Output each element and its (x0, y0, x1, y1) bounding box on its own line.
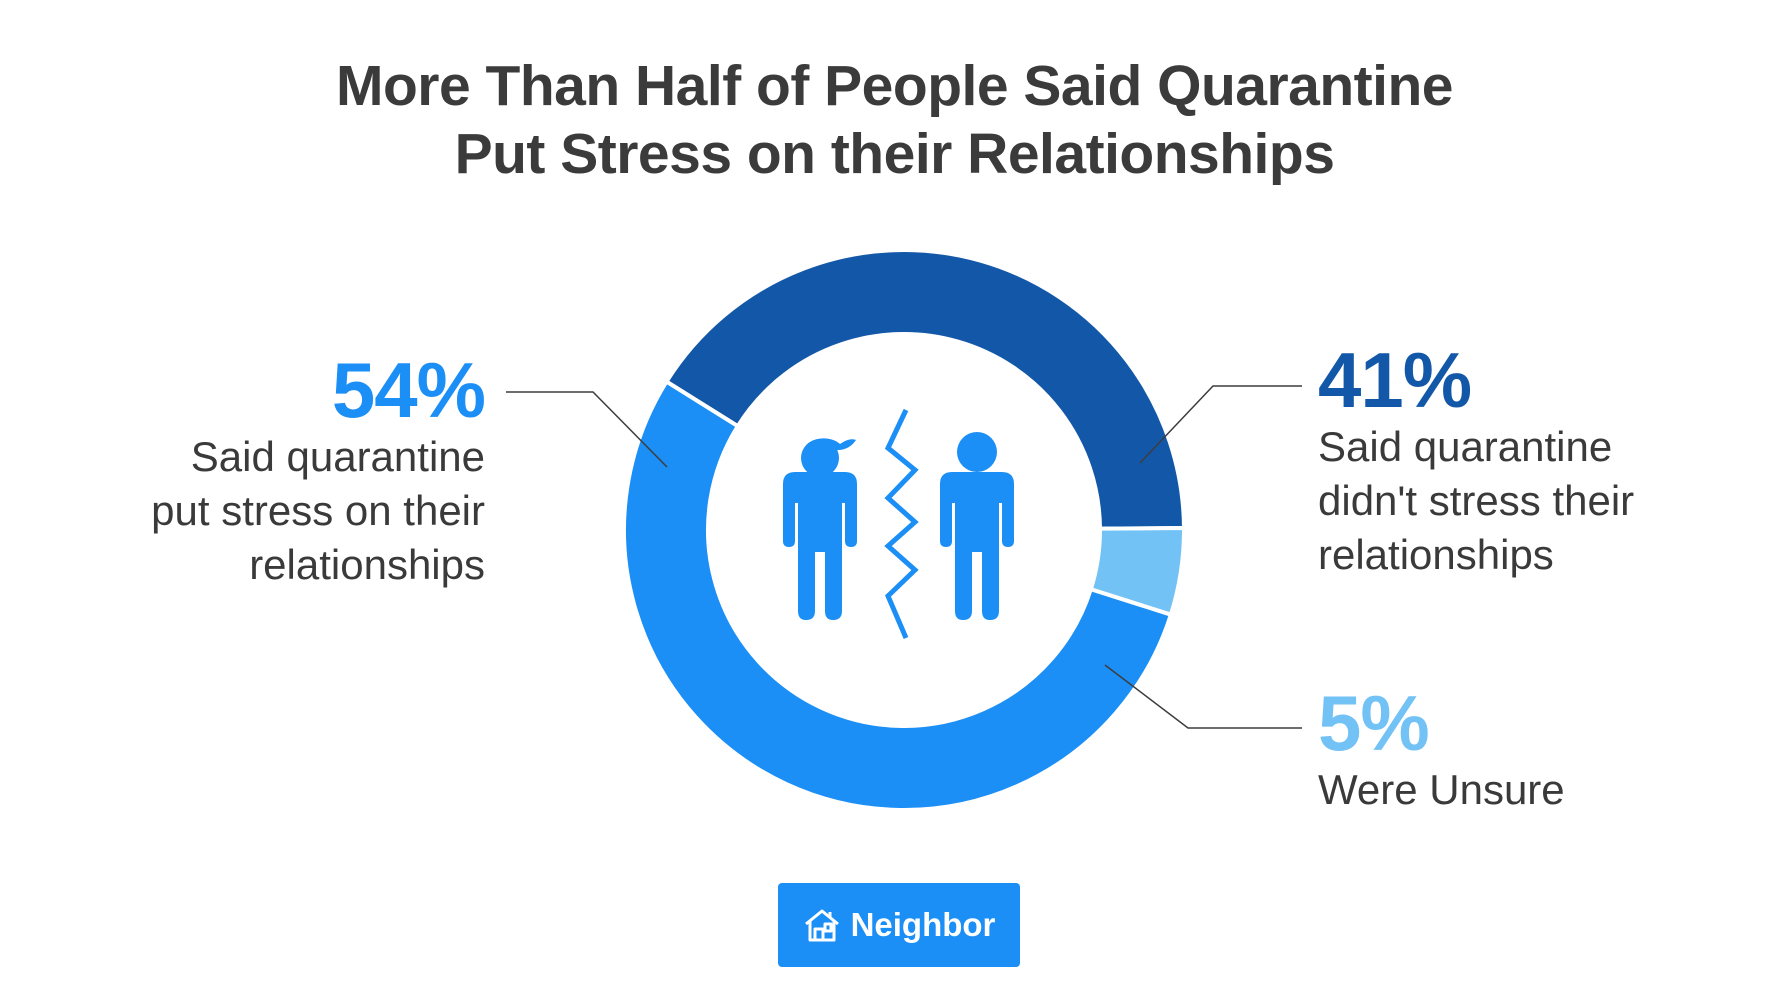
stress-percent: 54% (331, 346, 486, 434)
label-unsure: 5% Were Unsure (1318, 683, 1778, 817)
man-figure-icon (940, 432, 1014, 620)
neighbor-logo: Neighbor (778, 883, 1020, 967)
leader-line-stress (506, 391, 668, 468)
nostress-description-line-3: relationships (1318, 531, 1554, 578)
nostress-percent: 41% (1318, 336, 1472, 424)
unsure-description-line-1: Were Unsure (1318, 766, 1565, 813)
stress-description-line-3: relationships (249, 541, 485, 588)
donut-slices (622, 248, 1187, 812)
crack-icon (884, 408, 919, 639)
stress-description-line-2: put stress on their (151, 487, 485, 534)
woman-figure-icon (783, 438, 857, 620)
donut-slice-no-stress (663, 248, 1187, 531)
leader-line-nostress (1139, 385, 1302, 464)
stress-description-line-1: Said quarantine (190, 433, 485, 480)
brand-name: Neighbor (850, 906, 996, 943)
leader-line-unsure (1104, 664, 1302, 729)
couple-separated-icon (783, 408, 1014, 639)
label-no-stress: 41% Said quarantine didn't stress their … (1318, 340, 1778, 582)
house-icon (804, 909, 839, 942)
nostress-description-line-2: didn't stress their (1318, 477, 1635, 524)
chart-title-line-2: Put Stress on their Relationships (454, 122, 1335, 186)
nostress-description-line-1: Said quarantine (1318, 423, 1613, 470)
leader-lines (506, 385, 1302, 729)
chart-title-line-1: More Than Half of People Said Quarantine (336, 54, 1454, 118)
unsure-percent: 5% (1318, 679, 1430, 767)
donut-slice-stress (622, 378, 1174, 812)
label-stress: 54% Said quarantine put stress on their … (60, 346, 486, 592)
chart-title: More Than Half of People Said Quarantine… (0, 52, 1789, 188)
